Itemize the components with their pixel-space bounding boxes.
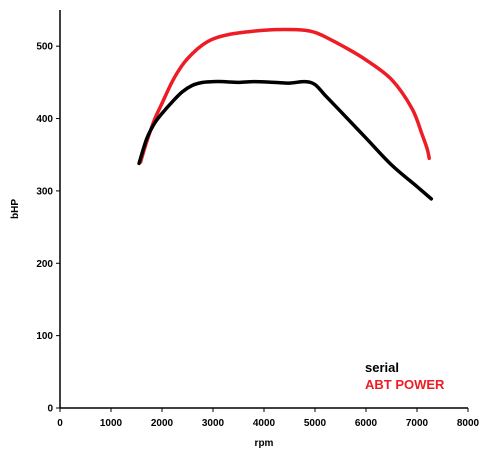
x-tick-label: 0 bbox=[57, 418, 63, 429]
y-tick-label: 100 bbox=[36, 331, 53, 342]
series-line-abt-power bbox=[138, 27, 431, 164]
x-axis-ticks: 0 1000 2000 3000 4000 5000 6000 7000 8000 bbox=[57, 408, 480, 429]
x-tick-label: 5000 bbox=[304, 418, 327, 429]
y-axis-title: bHP bbox=[10, 199, 21, 219]
legend-item-serial: serial bbox=[365, 360, 399, 375]
x-tick-label: 3000 bbox=[202, 418, 225, 429]
y-tick-label: 200 bbox=[36, 259, 53, 270]
x-tick-label: 7000 bbox=[406, 418, 429, 429]
axes bbox=[59, 10, 468, 409]
x-tick-label: 8000 bbox=[457, 418, 480, 429]
x-axis-title: rpm bbox=[255, 438, 274, 449]
x-tick-label: 4000 bbox=[253, 418, 276, 429]
legend: serial ABT POWER bbox=[365, 360, 445, 392]
legend-item-abt-power: ABT POWER bbox=[365, 377, 445, 392]
series-line-serial bbox=[137, 79, 434, 201]
x-tick-label: 2000 bbox=[151, 418, 174, 429]
y-tick-label: 300 bbox=[36, 186, 53, 197]
x-tick-label: 6000 bbox=[355, 418, 378, 429]
y-axis-ticks: 0 100 200 300 400 500 bbox=[36, 42, 60, 415]
x-tick-label: 1000 bbox=[100, 418, 123, 429]
series-lines bbox=[137, 27, 434, 201]
y-tick-label: 500 bbox=[36, 42, 53, 53]
y-tick-label: 400 bbox=[36, 114, 53, 125]
y-tick-label: 0 bbox=[47, 404, 53, 415]
